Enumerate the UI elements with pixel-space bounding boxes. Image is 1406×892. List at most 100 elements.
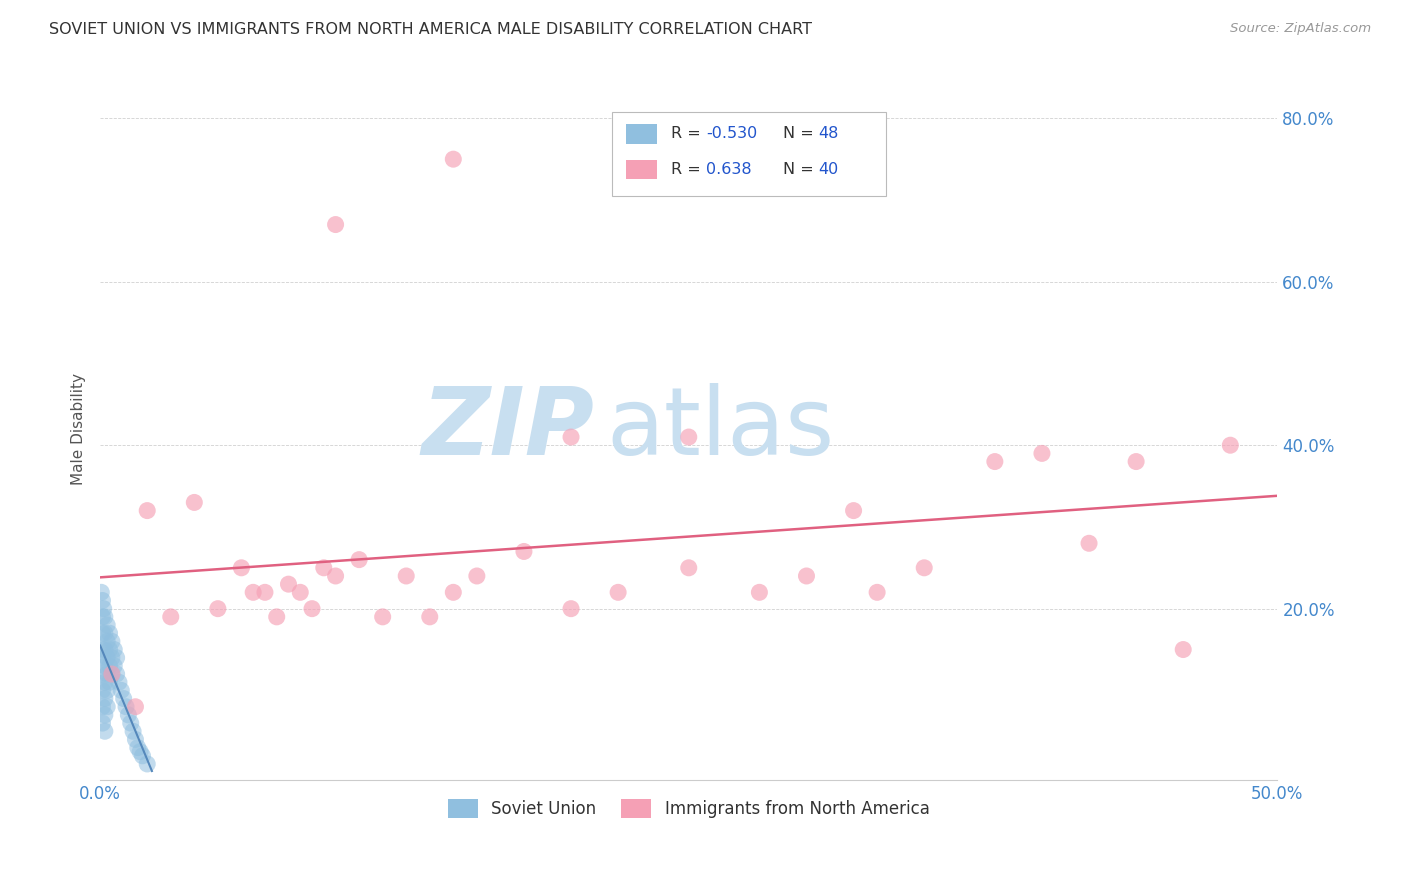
Point	[94, 642, 117, 657]
Point	[98, 659, 121, 673]
Point	[131, 748, 153, 763]
Point	[117, 707, 139, 722]
Point	[112, 691, 135, 706]
Point	[115, 699, 138, 714]
Point	[91, 716, 114, 731]
Point	[94, 724, 117, 739]
Point	[207, 601, 229, 615]
Point	[91, 593, 114, 607]
Point	[678, 561, 700, 575]
Point	[120, 716, 142, 731]
Point	[796, 569, 818, 583]
Text: N =: N =	[783, 162, 820, 177]
Point	[183, 495, 205, 509]
Text: R =: R =	[671, 162, 706, 177]
Point	[94, 659, 117, 673]
Text: Source: ZipAtlas.com: Source: ZipAtlas.com	[1230, 22, 1371, 36]
Point	[912, 561, 935, 575]
Point	[96, 667, 118, 681]
Point	[110, 683, 132, 698]
Point	[1078, 536, 1101, 550]
Point	[290, 585, 312, 599]
Point	[465, 569, 488, 583]
Point	[441, 152, 464, 166]
Point	[105, 667, 128, 681]
Point	[253, 585, 276, 599]
Point	[91, 610, 114, 624]
Point	[984, 454, 1007, 468]
Point	[231, 561, 253, 575]
Point	[1031, 446, 1053, 460]
Point	[101, 650, 124, 665]
Point	[560, 430, 582, 444]
Point	[159, 610, 181, 624]
Point	[108, 675, 131, 690]
Point	[312, 561, 335, 575]
Point	[91, 699, 114, 714]
Point	[93, 601, 115, 615]
Point	[1173, 642, 1195, 657]
Point	[277, 577, 299, 591]
Point	[124, 732, 146, 747]
Point	[94, 675, 117, 690]
Point	[101, 634, 124, 648]
Text: R =: R =	[671, 127, 706, 141]
Point	[94, 707, 117, 722]
Text: -0.530: -0.530	[706, 127, 756, 141]
Point	[96, 683, 118, 698]
Point	[136, 503, 159, 517]
Point	[1125, 454, 1147, 468]
Point	[129, 745, 152, 759]
Y-axis label: Male Disability: Male Disability	[72, 373, 86, 485]
Point	[607, 585, 630, 599]
Point	[266, 610, 288, 624]
Point	[94, 626, 117, 640]
Point	[91, 667, 114, 681]
Text: ZIP: ZIP	[422, 383, 595, 475]
Point	[105, 650, 128, 665]
Point	[122, 724, 145, 739]
Point	[96, 634, 118, 648]
Point	[513, 544, 536, 558]
Point	[124, 699, 146, 714]
Point	[94, 691, 117, 706]
Point	[90, 585, 112, 599]
Point	[242, 585, 264, 599]
Point	[441, 585, 464, 599]
Point	[91, 642, 114, 657]
Point	[98, 675, 121, 690]
Point	[98, 642, 121, 657]
Point	[371, 610, 394, 624]
Point	[91, 650, 114, 665]
Point	[866, 585, 889, 599]
Point	[127, 740, 149, 755]
Point	[325, 569, 347, 583]
Point	[419, 610, 441, 624]
Point	[560, 601, 582, 615]
Point	[301, 601, 323, 615]
Text: 40: 40	[818, 162, 838, 177]
Point	[748, 585, 770, 599]
Point	[101, 667, 124, 681]
Point	[678, 430, 700, 444]
Point	[98, 626, 121, 640]
Point	[96, 618, 118, 632]
Point	[395, 569, 418, 583]
Point	[94, 610, 117, 624]
Point	[136, 756, 159, 771]
Point	[103, 659, 125, 673]
Legend: Soviet Union, Immigrants from North America: Soviet Union, Immigrants from North Amer…	[441, 793, 936, 825]
Point	[1219, 438, 1241, 452]
Point	[325, 218, 347, 232]
Text: N =: N =	[783, 127, 820, 141]
Point	[96, 699, 118, 714]
Text: 48: 48	[818, 127, 838, 141]
Point	[101, 667, 124, 681]
Point	[96, 650, 118, 665]
Point	[842, 503, 865, 517]
Point	[91, 626, 114, 640]
Text: 0.638: 0.638	[706, 162, 751, 177]
Text: atlas: atlas	[606, 383, 835, 475]
Point	[103, 642, 125, 657]
Point	[347, 552, 370, 566]
